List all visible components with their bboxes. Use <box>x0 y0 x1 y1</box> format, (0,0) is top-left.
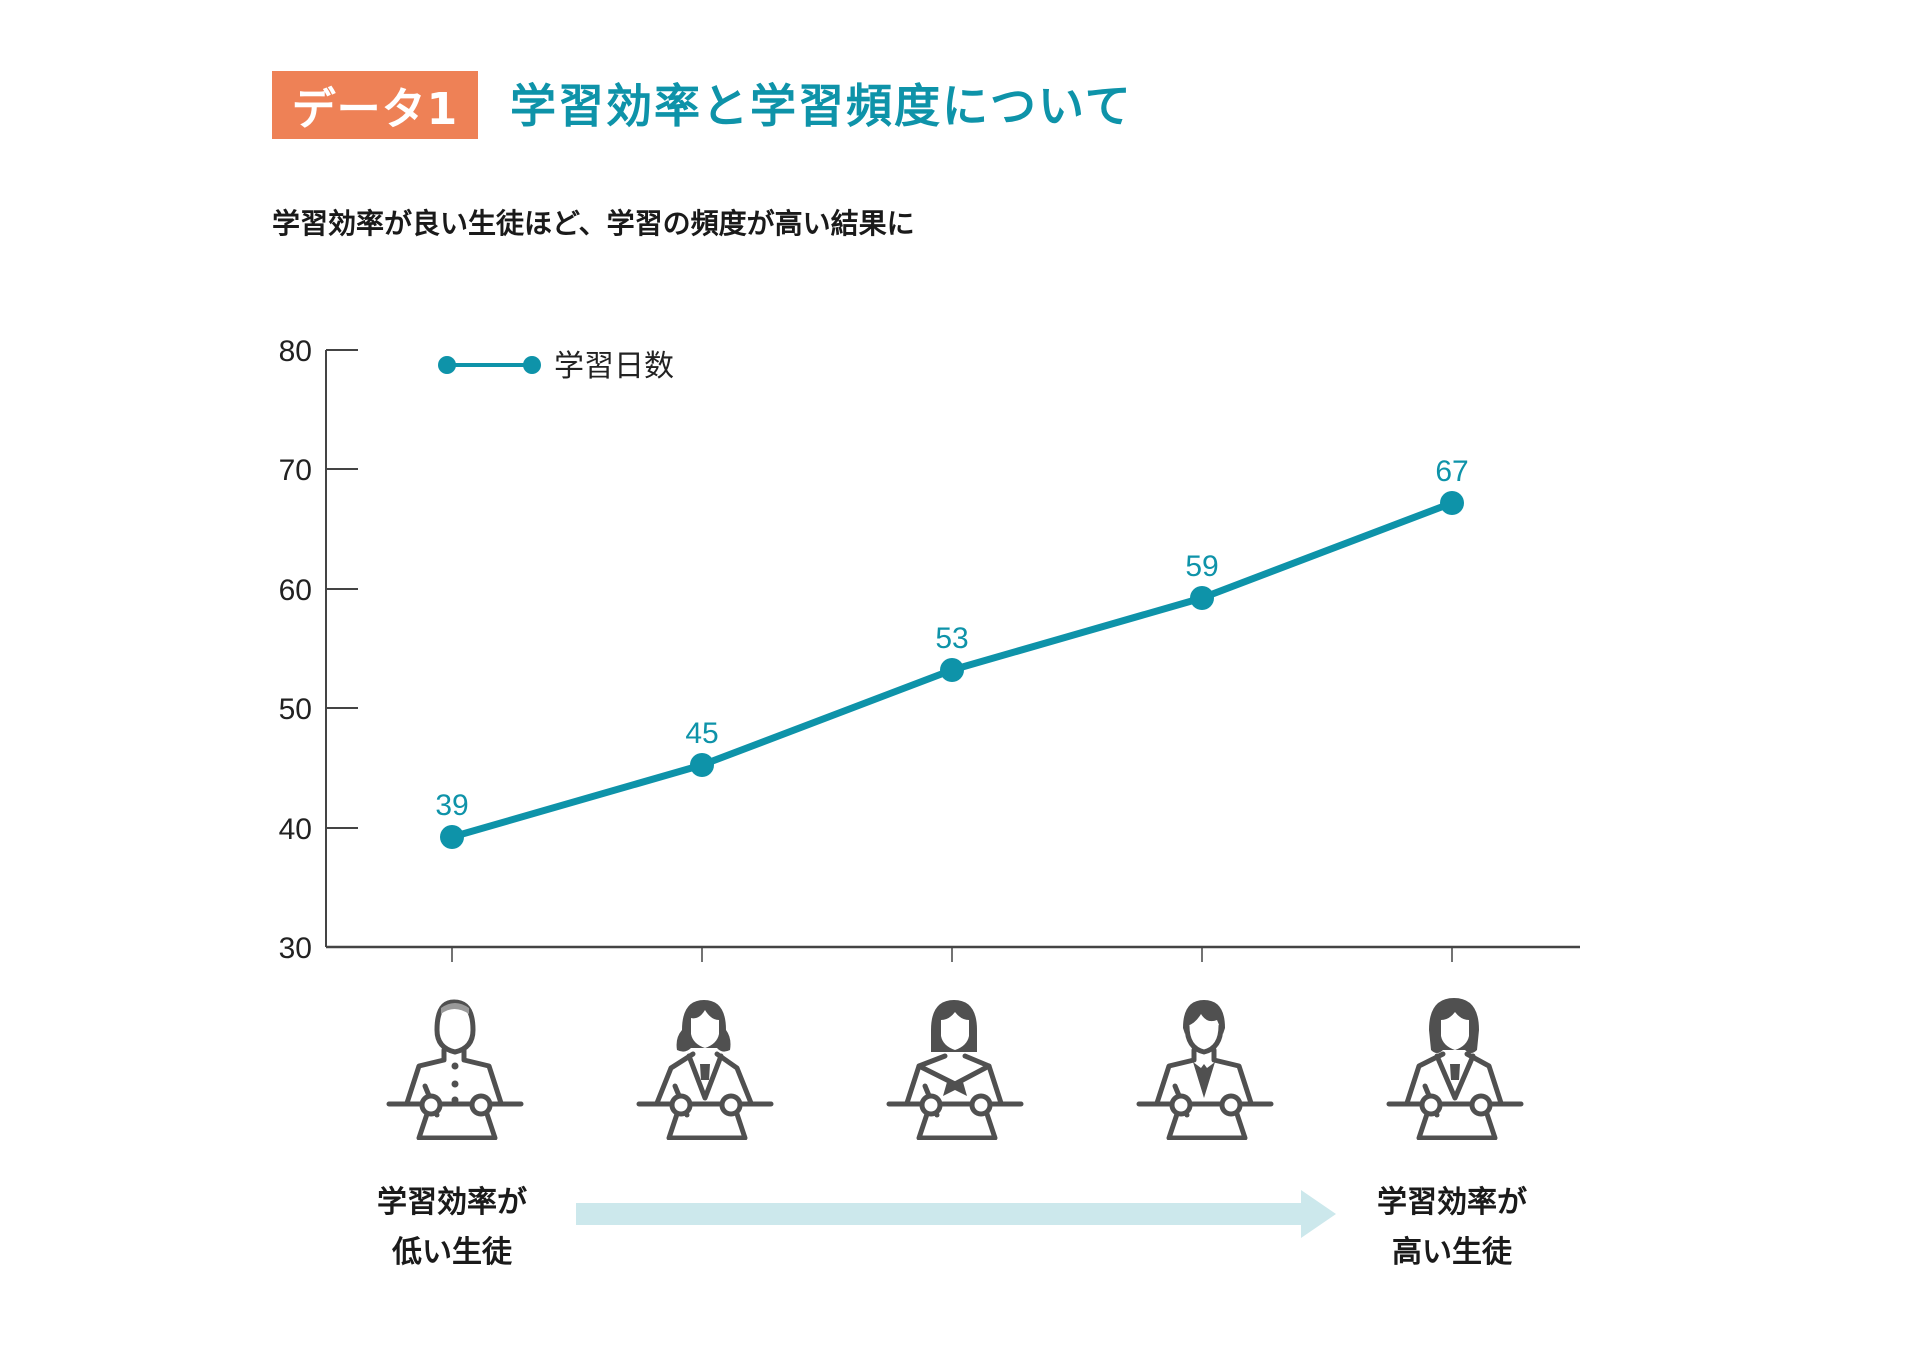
student-girl-longhair-icon <box>1386 998 1524 1140</box>
data-label: 59 <box>1185 550 1218 583</box>
line-chart: 80 70 60 50 40 30 学習日数 39 45 53 59 67 <box>279 335 1580 965</box>
student-girl-sailor-icon <box>886 1000 1024 1140</box>
page-title: 学習効率と学習頻度について <box>510 79 1133 133</box>
data-point <box>1440 491 1464 515</box>
student-boy-gakuran-icon <box>386 999 524 1140</box>
legend: 学習日数 <box>438 349 674 384</box>
low-efficiency-label-line1: 学習効率が <box>377 1185 527 1220</box>
data-label: 67 <box>1435 455 1468 488</box>
y-tick-label: 70 <box>279 454 312 487</box>
legend-marker <box>438 356 456 374</box>
high-efficiency-label: 学習効率が 高い生徒 <box>1342 1178 1562 1278</box>
y-ticks <box>326 349 358 829</box>
data-point <box>690 753 714 777</box>
data-badge: データ1 <box>272 71 478 139</box>
data-point <box>1190 586 1214 610</box>
data-labels: 39 45 53 59 67 <box>435 455 1468 822</box>
low-efficiency-label-line2: 低い生徒 <box>392 1235 512 1270</box>
student-boy-blazer-icon <box>1136 1000 1274 1140</box>
legend-label: 学習日数 <box>554 349 674 384</box>
y-tick-label: 50 <box>279 693 312 726</box>
data-label: 45 <box>685 717 718 750</box>
data-point <box>940 658 964 682</box>
y-tick-label: 60 <box>279 574 312 607</box>
y-tick-labels: 80 70 60 50 40 30 <box>279 335 312 965</box>
data-point <box>440 825 464 849</box>
x-ticks <box>451 947 1453 962</box>
student-girl-pigtails-icon <box>636 1000 774 1140</box>
y-tick-label: 30 <box>279 932 312 965</box>
data-label: 39 <box>435 789 468 822</box>
legend-marker <box>523 356 541 374</box>
y-tick-label: 80 <box>279 335 312 368</box>
y-tick-label: 40 <box>279 813 312 846</box>
data-label: 53 <box>935 622 968 655</box>
high-efficiency-label-line2: 高い生徒 <box>1392 1235 1512 1270</box>
high-efficiency-label-line1: 学習効率が <box>1377 1185 1527 1220</box>
data-points <box>440 491 1464 849</box>
low-efficiency-label: 学習効率が 低い生徒 <box>342 1178 562 1278</box>
chart-subtitle: 学習効率が良い生徒ほど、学習の頻度が高い結果に <box>272 207 915 240</box>
progression-arrow-icon <box>576 1190 1336 1238</box>
